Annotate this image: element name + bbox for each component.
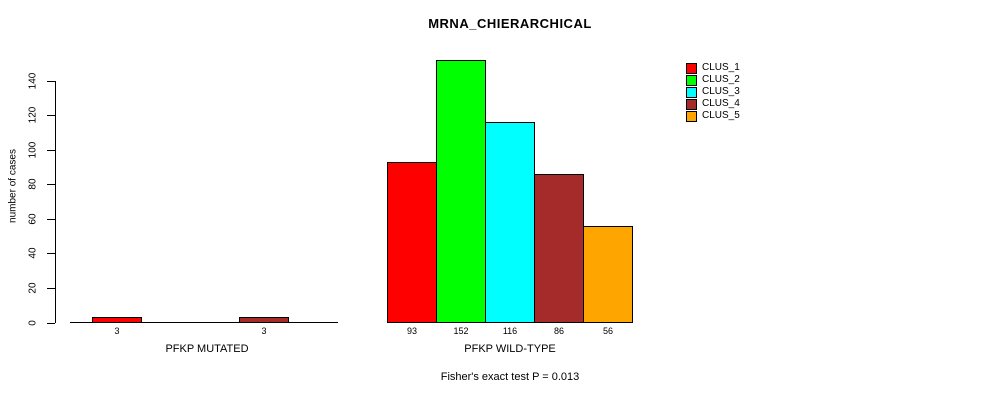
chart-title: MRNA_CHIERARCHICAL <box>428 16 592 31</box>
bar-clus_2 <box>436 60 486 323</box>
legend-entry: CLUS_1 <box>686 62 740 74</box>
y-tick-mark <box>47 218 55 220</box>
legend-label: CLUS_2 <box>702 74 740 85</box>
fisher-test-annotation: Fisher's exact test P = 0.013 <box>440 371 580 383</box>
legend-label: CLUS_4 <box>702 98 740 109</box>
y-tick-mark <box>47 80 55 82</box>
y-axis-line <box>55 80 56 324</box>
legend-label: CLUS_3 <box>702 86 740 97</box>
legend-label: CLUS_5 <box>702 110 740 121</box>
group-label: PFKP WILD-TYPE <box>464 343 556 355</box>
legend-label: CLUS_1 <box>702 62 740 73</box>
bar-clus_3 <box>485 122 535 323</box>
legend-entry: CLUS_5 <box>686 110 740 122</box>
bar-clus_1 <box>387 162 437 323</box>
y-tick-label: 100 <box>27 141 39 159</box>
bar-clus_4 <box>534 174 584 323</box>
bar-clus_4 <box>239 317 289 323</box>
legend-swatch-icon <box>686 74 697 86</box>
legend-swatch-icon <box>686 86 697 98</box>
y-tick-label: 20 <box>27 282 39 294</box>
y-tick-label: 0 <box>27 319 39 326</box>
bar-value-label: 116 <box>502 326 518 336</box>
bar-value-label: 3 <box>114 326 120 336</box>
bar-value-label: 152 <box>453 326 469 336</box>
y-tick-mark <box>47 115 55 117</box>
y-tick-mark <box>47 253 55 255</box>
group-label: PFKP MUTATED <box>165 343 249 355</box>
y-tick-label: 80 <box>27 178 39 190</box>
y-tick-label: 60 <box>27 213 39 225</box>
group-baseline <box>70 322 338 323</box>
y-tick-mark <box>47 287 55 289</box>
bar-value-label: 93 <box>406 326 418 336</box>
legend-entry: CLUS_3 <box>686 86 740 98</box>
legend-swatch-icon <box>686 62 697 74</box>
y-tick-label: 40 <box>27 247 39 259</box>
bar-clus_5 <box>583 226 633 323</box>
y-tick-mark <box>47 184 55 186</box>
y-tick-mark <box>47 322 55 324</box>
legend-entry: CLUS_4 <box>686 98 740 110</box>
bar-value-label: 86 <box>553 326 565 336</box>
legend: CLUS_1 CLUS_2 CLUS_3 CLUS_4 CLUS_5 <box>686 62 740 122</box>
legend-swatch-icon <box>686 110 697 122</box>
legend-entry: CLUS_2 <box>686 74 740 86</box>
legend-swatch-icon <box>686 98 697 110</box>
bar-value-label: 56 <box>602 326 614 336</box>
y-tick-label: 120 <box>27 106 39 124</box>
bar-clus_1 <box>92 317 142 323</box>
y-tick-label: 140 <box>27 72 39 90</box>
bar-value-label: 3 <box>261 326 267 336</box>
y-tick-mark <box>47 149 55 151</box>
